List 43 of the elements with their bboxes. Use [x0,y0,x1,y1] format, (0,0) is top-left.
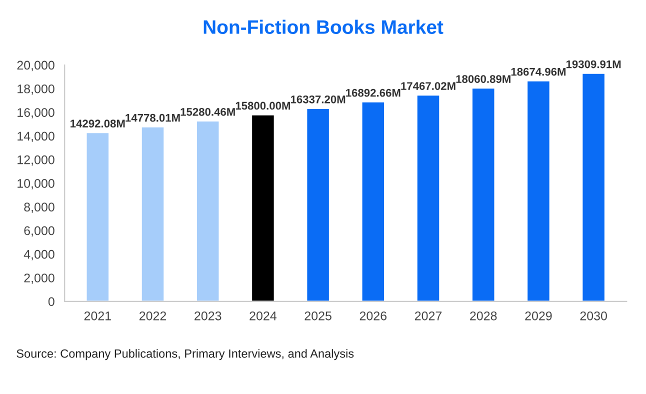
x-tick-label: 2030 [580,311,607,320]
x-tick-label: 2021 [84,311,111,320]
data-label: 15280.46M [180,108,235,116]
chart-title: Non-Fiction Books Market [204,20,444,34]
data-label: 15800.00M [236,102,290,110]
y-tick-label: 0 [48,297,54,306]
data-label: 18060.89M [456,75,510,83]
x-tick-label: 2023 [194,311,222,320]
bar [526,80,551,302]
y-tick-label: 20,000 [17,60,54,72]
bar [360,101,386,302]
bar [416,94,441,302]
y-tick-label: 14,000 [18,132,54,142]
x-tick-label: 2025 [304,311,332,320]
bar [196,120,220,302]
data-label: 17467.02M [401,82,456,90]
source-note: Source: Company Publications, Primary Interviews, and Analysis [16,349,354,360]
bar [85,132,110,302]
bar [306,108,330,302]
data-label: 16337.20M [290,95,346,104]
data-label: 18674.96M [511,68,566,76]
x-tick-label: 2027 [414,311,442,320]
data-label: 14778.01M [126,114,180,122]
data-label: 14292.08M [70,120,125,128]
data-label: 16892.66M [346,88,400,97]
y-tick-label: 10,000 [18,179,54,190]
bar [140,126,166,302]
y-tick-label: 6,000 [24,226,54,237]
data-label: 19309.91M [566,60,621,68]
x-tick-label: 2028 [470,311,497,320]
y-tick-label: 4,000 [24,250,54,260]
x-tick-label: 2029 [525,311,552,320]
y-tick-label: 12,000 [18,155,54,166]
y-tick-label: 18,000 [18,84,54,95]
bar [471,87,496,302]
x-tick-label: 2026 [360,311,387,320]
x-tick-label: 2024 [250,311,276,320]
bar [581,72,606,302]
y-tick-label: 2,000 [24,274,54,284]
y-tick-label: 16,000 [18,108,54,118]
y-tick-label: 8,000 [24,202,54,213]
x-tick-label: 2022 [139,311,166,320]
bar [250,114,276,302]
